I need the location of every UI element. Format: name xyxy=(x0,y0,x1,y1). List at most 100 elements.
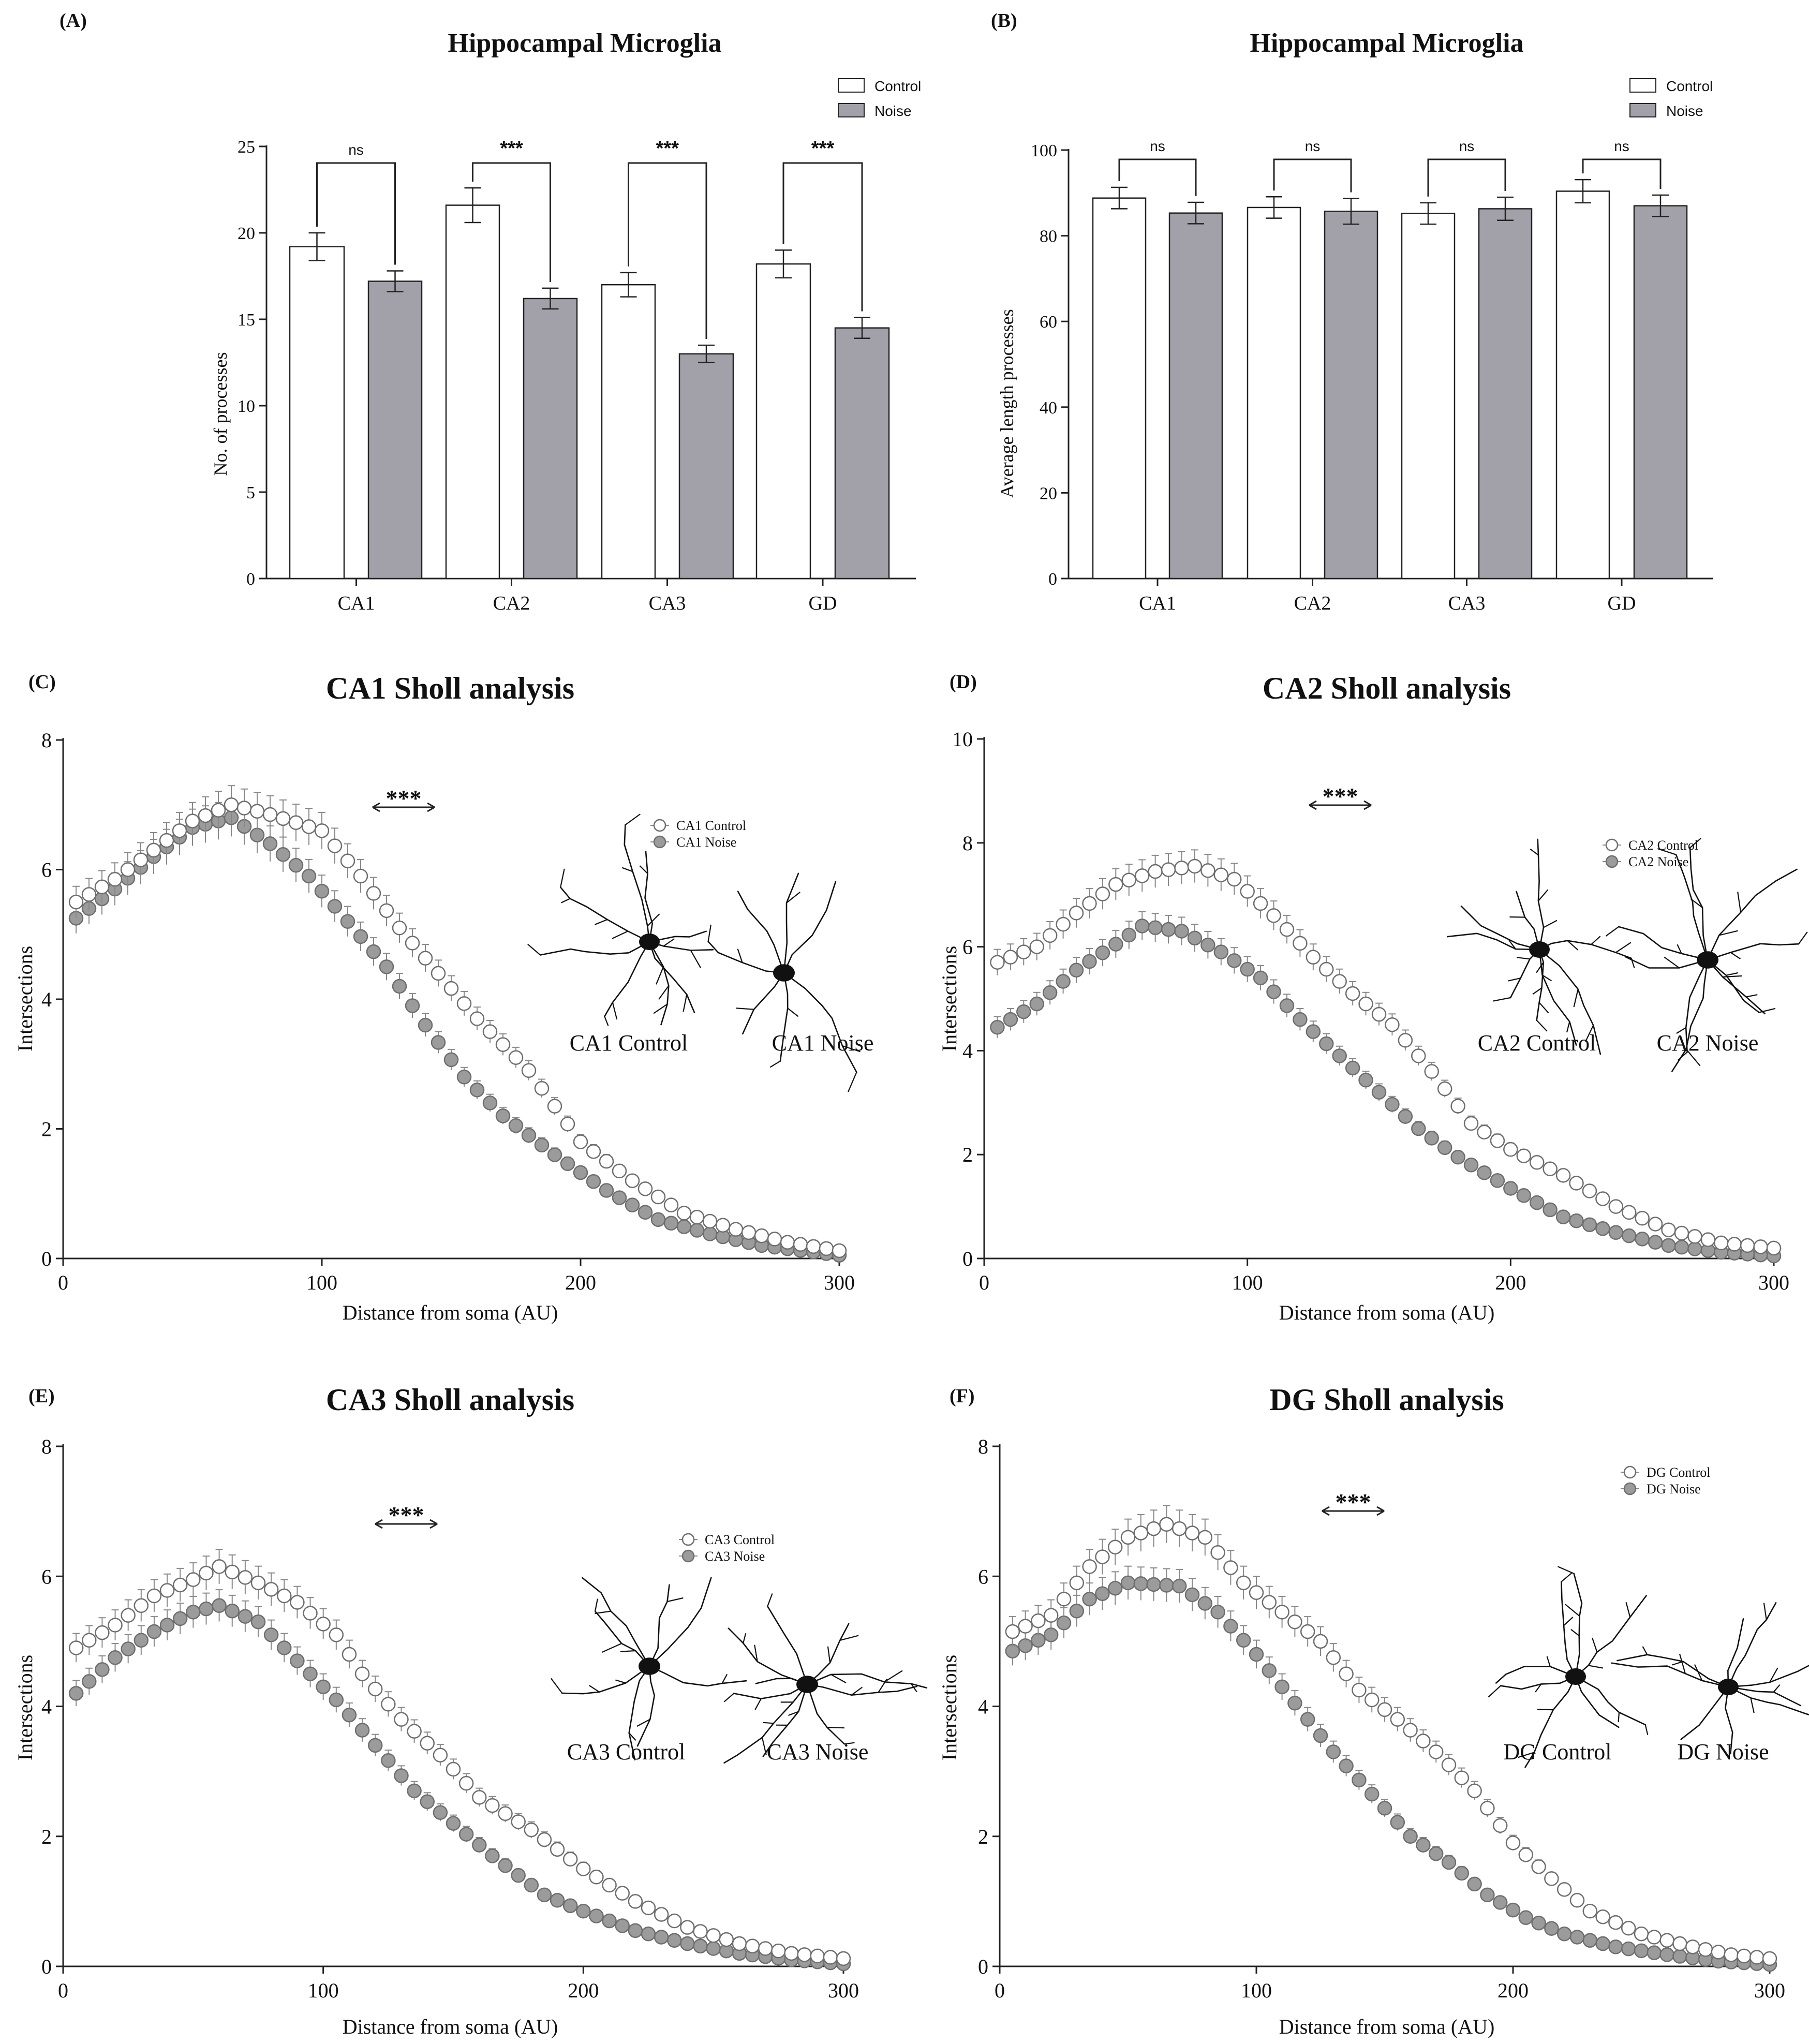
data-point xyxy=(1253,970,1268,986)
chart-title: CA3 Sholl analysis xyxy=(326,1383,574,1417)
cell-process xyxy=(1500,1676,1577,1690)
data-point xyxy=(576,1903,591,1919)
y-tick-label: 10 xyxy=(952,728,973,751)
cell-branch xyxy=(842,1045,861,1053)
data-point xyxy=(342,1708,357,1723)
microglia-ca1-control xyxy=(527,813,714,1026)
panel-b-bar-chart: (B) Hippocampal Microglia Average length… xyxy=(991,10,1713,614)
data-point xyxy=(353,929,368,944)
significance-label: *** xyxy=(811,138,835,159)
cell-branch xyxy=(1723,975,1742,977)
significance-bracket xyxy=(472,162,551,282)
data-point xyxy=(1441,1855,1457,1870)
data-point xyxy=(1659,1933,1674,1948)
cell-branch xyxy=(1677,944,1682,954)
data-point xyxy=(1403,1829,1418,1844)
data-point xyxy=(602,1877,617,1893)
data-point xyxy=(1377,1702,1392,1717)
x-tick-label: 0 xyxy=(979,1271,989,1294)
y-axis-label: Intersections xyxy=(938,946,961,1051)
error-bar-noise xyxy=(1188,201,1204,225)
cell-soma xyxy=(773,964,795,982)
cell-process xyxy=(648,1665,747,1687)
cell-branch xyxy=(1672,1661,1684,1666)
bar-control-gd xyxy=(1555,190,1610,580)
data-point xyxy=(159,1618,175,1633)
data-point xyxy=(392,920,407,936)
data-point xyxy=(1621,1941,1636,1957)
microglia-ca3-control xyxy=(551,1577,747,1761)
data-point xyxy=(1582,1183,1597,1198)
data-point xyxy=(1467,1876,1482,1892)
data-point xyxy=(1753,1239,1768,1254)
cell-branch xyxy=(763,1722,774,1724)
data-point xyxy=(394,1712,409,1727)
x-tick-label: CA3 xyxy=(649,593,686,614)
data-point xyxy=(472,1838,487,1853)
data-point xyxy=(495,1037,511,1052)
data-point xyxy=(108,1618,123,1633)
data-point xyxy=(823,1950,838,1965)
data-point xyxy=(1505,1835,1521,1850)
x-axis-label: Distance from soma (AU) xyxy=(1279,1301,1495,1324)
control-series xyxy=(68,785,847,1258)
control-series xyxy=(68,1549,851,1966)
cell-branch xyxy=(1488,1685,1501,1698)
data-point xyxy=(521,1128,537,1143)
data-point xyxy=(537,1887,552,1903)
cell-branch xyxy=(1689,838,1701,849)
y-tick-label: 2 xyxy=(41,1118,52,1141)
data-point xyxy=(1345,986,1360,1001)
data-point xyxy=(381,1697,396,1712)
cell-branch xyxy=(1566,1021,1570,1033)
data-point xyxy=(676,1219,692,1234)
y-tick-label: 20 xyxy=(238,224,255,243)
cell-branch xyxy=(667,1597,684,1603)
data-point xyxy=(1266,984,1281,999)
data-point xyxy=(316,1617,331,1632)
data-point xyxy=(433,1805,448,1820)
data-point xyxy=(172,823,187,838)
bar-noise-gd xyxy=(834,327,890,580)
cell-branch xyxy=(848,1072,857,1092)
data-point xyxy=(754,1228,769,1243)
y-tick-label: 0 xyxy=(246,570,255,589)
data-point xyxy=(1082,954,1097,969)
data-point xyxy=(1463,1116,1479,1131)
data-point xyxy=(120,862,136,877)
data-point xyxy=(1161,862,1176,877)
cell-branch xyxy=(1676,1027,1686,1034)
data-point xyxy=(1339,1758,1354,1773)
y-tick-label: 4 xyxy=(41,988,52,1011)
data-point xyxy=(1300,1624,1315,1639)
chart-title: DG Sholl analysis xyxy=(1269,1383,1504,1417)
data-point xyxy=(1454,1770,1470,1785)
legend-label-noise: Noise xyxy=(874,103,912,119)
data-point xyxy=(1428,1744,1444,1759)
data-point xyxy=(1326,1744,1341,1759)
cell-process xyxy=(624,824,650,943)
data-point xyxy=(68,1686,84,1701)
panel-label: (A) xyxy=(60,10,87,32)
control-series xyxy=(990,849,1782,1256)
legend-swatch-noise xyxy=(838,103,865,117)
data-point xyxy=(1287,1695,1302,1711)
y-tick-label: 6 xyxy=(978,1565,988,1588)
data-point xyxy=(458,1827,474,1842)
data-point xyxy=(758,1941,773,1956)
x-tick-label: 0 xyxy=(58,1271,68,1294)
cell-process xyxy=(1536,949,1545,1021)
data-point xyxy=(262,836,278,851)
data-point xyxy=(625,1197,640,1212)
error-bar-noise xyxy=(1652,194,1669,217)
x-tick-label: CA1 xyxy=(338,593,375,614)
legend-marker xyxy=(1605,855,1619,868)
x-tick-label: CA1 xyxy=(1139,593,1176,614)
data-point xyxy=(431,966,446,981)
data-point xyxy=(1516,1148,1532,1163)
x-tick-label: CA2 xyxy=(493,593,530,614)
data-point xyxy=(1529,1155,1545,1170)
data-point xyxy=(1043,1608,1059,1623)
data-point xyxy=(1505,1902,1521,1918)
